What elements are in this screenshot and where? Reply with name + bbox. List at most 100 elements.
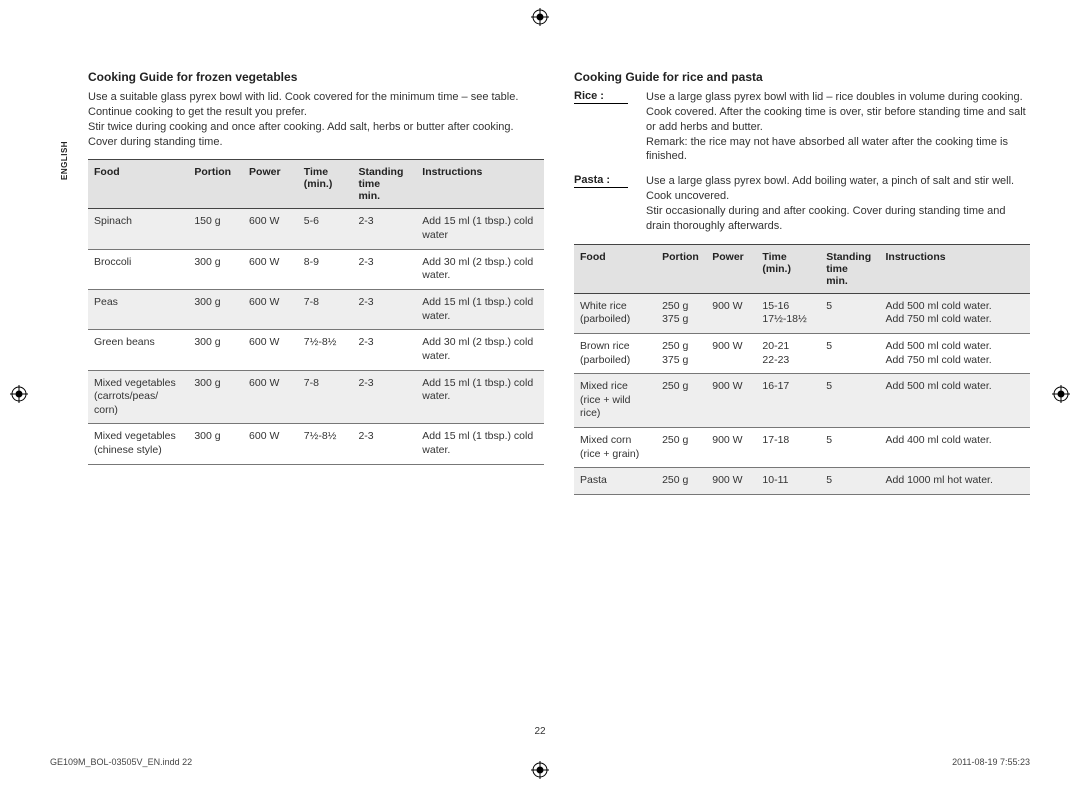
table-cell: 900 W [706, 374, 756, 428]
table-cell: 15-16 17½-18½ [756, 293, 820, 333]
table-row: Spinach150 g600 W5-62-3Add 15 ml (1 tbsp… [88, 209, 544, 249]
table-cell: 600 W [243, 209, 298, 249]
right-column: Cooking Guide for rice and pasta Rice : U… [574, 70, 1030, 727]
table-header: Food [88, 160, 188, 209]
table-cell: 2-3 [352, 249, 416, 289]
footer-file: GE109M_BOL-03505V_EN.indd 22 [50, 757, 192, 767]
table-cell: 900 W [706, 428, 756, 468]
table-cell: Mixed corn (rice + grain) [574, 428, 656, 468]
language-label: ENGLISH [60, 141, 69, 180]
table-row: Brown rice (parboiled)250 g 375 g900 W20… [574, 333, 1030, 373]
table-cell: 5 [820, 374, 879, 428]
table-header: Standing time min. [352, 160, 416, 209]
table-header: Portion [656, 244, 706, 293]
left-section-title: Cooking Guide for frozen vegetables [88, 70, 544, 84]
table-cell: 5 [820, 468, 879, 495]
table-row: Broccoli300 g600 W8-92-3Add 30 ml (2 tbs… [88, 249, 544, 289]
table-cell: 5 [820, 333, 879, 373]
description-text: Use a large glass pyrex bowl with lid – … [646, 90, 1030, 164]
table-cell: 600 W [243, 249, 298, 289]
table-cell: 2-3 [352, 424, 416, 464]
table-cell: 2-3 [352, 289, 416, 329]
table-cell: Add 500 ml cold water. Add 750 ml cold w… [879, 293, 1030, 333]
table-cell: 2-3 [352, 330, 416, 370]
table-cell: 250 g 375 g [656, 293, 706, 333]
table-cell: 5 [820, 293, 879, 333]
left-intro: Use a suitable glass pyrex bowl with lid… [88, 90, 544, 149]
table-cell: 8-9 [298, 249, 353, 289]
table-row: Mixed vegetables (chinese style)300 g600… [88, 424, 544, 464]
table-row: Pasta250 g900 W10-115Add 1000 ml hot wat… [574, 468, 1030, 495]
table-cell: 5 [820, 428, 879, 468]
table-header: Time (min.) [756, 244, 820, 293]
table-cell: Mixed rice (rice + wild rice) [574, 374, 656, 428]
table-cell: 7-8 [298, 289, 353, 329]
table-header: Power [243, 160, 298, 209]
table-cell: 7½-8½ [298, 424, 353, 464]
right-section-title: Cooking Guide for rice and pasta [574, 70, 1030, 84]
table-header: Food [574, 244, 656, 293]
table-cell: 300 g [188, 424, 243, 464]
table-cell: Green beans [88, 330, 188, 370]
table-cell: 250 g [656, 468, 706, 495]
table-cell: 250 g 375 g [656, 333, 706, 373]
table-cell: Add 500 ml cold water. Add 750 ml cold w… [879, 333, 1030, 373]
table-cell: 5-6 [298, 209, 353, 249]
table-row: Green beans300 g600 W7½-8½2-3Add 30 ml (… [88, 330, 544, 370]
registration-mark-left [10, 385, 28, 403]
table-cell: Broccoli [88, 249, 188, 289]
table-cell: 7½-8½ [298, 330, 353, 370]
table-cell: 2-3 [352, 209, 416, 249]
table-cell: 300 g [188, 370, 243, 424]
footer: GE109M_BOL-03505V_EN.indd 22 2011-08-19 … [50, 757, 1030, 767]
table-cell: 900 W [706, 468, 756, 495]
table-cell: 2-3 [352, 370, 416, 424]
table-cell: Add 30 ml (2 tbsp.) cold water. [416, 330, 544, 370]
table-cell: 600 W [243, 424, 298, 464]
table-cell: 7-8 [298, 370, 353, 424]
table-cell: 20-21 22-23 [756, 333, 820, 373]
description-label: Rice : [574, 90, 628, 104]
table-cell: Peas [88, 289, 188, 329]
table-row: White rice (parboiled)250 g 375 g900 W15… [574, 293, 1030, 333]
table-cell: 300 g [188, 330, 243, 370]
table-header: Portion [188, 160, 243, 209]
page-content: Cooking Guide for frozen vegetables Use … [88, 70, 1030, 727]
table-cell: 250 g [656, 374, 706, 428]
table-cell: 17-18 [756, 428, 820, 468]
table-cell: 300 g [188, 249, 243, 289]
table-cell: 16-17 [756, 374, 820, 428]
table-row: Mixed vegetables (carrots/peas/ corn)300… [88, 370, 544, 424]
table-cell: White rice (parboiled) [574, 293, 656, 333]
registration-mark-right [1052, 385, 1070, 403]
table-header: Power [706, 244, 756, 293]
table-cell: Brown rice (parboiled) [574, 333, 656, 373]
table-cell: Mixed vegetables (carrots/peas/ corn) [88, 370, 188, 424]
left-column: Cooking Guide for frozen vegetables Use … [88, 70, 544, 727]
table-cell: Pasta [574, 468, 656, 495]
table-header: Instructions [416, 160, 544, 209]
table-cell: Add 15 ml (1 tbsp.) cold water [416, 209, 544, 249]
description-block: Rice : Use a large glass pyrex bowl with … [574, 90, 1030, 164]
table-cell: Add 15 ml (1 tbsp.) cold water. [416, 289, 544, 329]
table-cell: 900 W [706, 293, 756, 333]
table-cell: 300 g [188, 289, 243, 329]
table-cell: Add 15 ml (1 tbsp.) cold water. [416, 370, 544, 424]
table-cell: Add 30 ml (2 tbsp.) cold water. [416, 249, 544, 289]
table-cell: Add 400 ml cold water. [879, 428, 1030, 468]
table-cell: 600 W [243, 330, 298, 370]
description-block: Pasta : Use a large glass pyrex bowl. Add… [574, 174, 1030, 233]
table-row: Mixed rice (rice + wild rice)250 g900 W1… [574, 374, 1030, 428]
description-label: Pasta : [574, 174, 628, 188]
page-number: 22 [0, 726, 1080, 737]
table-cell: 250 g [656, 428, 706, 468]
table-cell: 10-11 [756, 468, 820, 495]
frozen-veg-table: FoodPortionPowerTime (min.)Standing time… [88, 159, 544, 464]
description-text: Use a large glass pyrex bowl. Add boilin… [646, 174, 1030, 233]
table-cell: 600 W [243, 370, 298, 424]
table-cell: 900 W [706, 333, 756, 373]
table-cell: Add 1000 ml hot water. [879, 468, 1030, 495]
rice-pasta-table: FoodPortionPowerTime (min.)Standing time… [574, 244, 1030, 495]
table-row: Mixed corn (rice + grain)250 g900 W17-18… [574, 428, 1030, 468]
table-row: Peas300 g600 W7-82-3Add 15 ml (1 tbsp.) … [88, 289, 544, 329]
